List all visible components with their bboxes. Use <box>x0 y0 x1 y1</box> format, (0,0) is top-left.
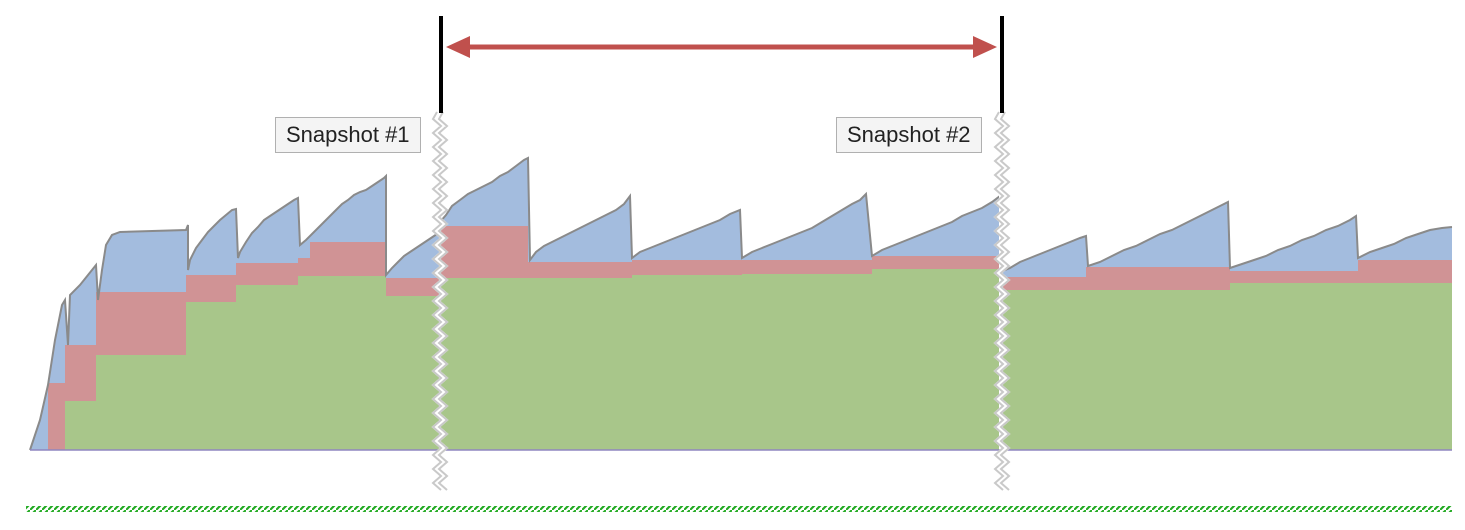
snapshot-1-label: Snapshot #1 <box>275 117 421 153</box>
range-arrow <box>446 36 997 58</box>
break-mark-1 <box>431 110 449 493</box>
memory-area-chart <box>29 156 1453 451</box>
break-mark-2 <box>993 110 1011 493</box>
green-layer-area <box>65 276 439 450</box>
top-outline <box>441 156 999 263</box>
bottom-dashed-strip <box>26 506 1452 512</box>
green-layer-area <box>1003 283 1452 450</box>
chart-segment-2 <box>441 156 999 450</box>
chart-segment-1 <box>29 173 439 451</box>
green-layer-area <box>441 269 999 450</box>
top-outline <box>1003 200 1453 272</box>
top-outline <box>29 173 439 451</box>
snapshot-2-label: Snapshot #2 <box>836 117 982 153</box>
chart-segment-3 <box>1003 200 1453 450</box>
